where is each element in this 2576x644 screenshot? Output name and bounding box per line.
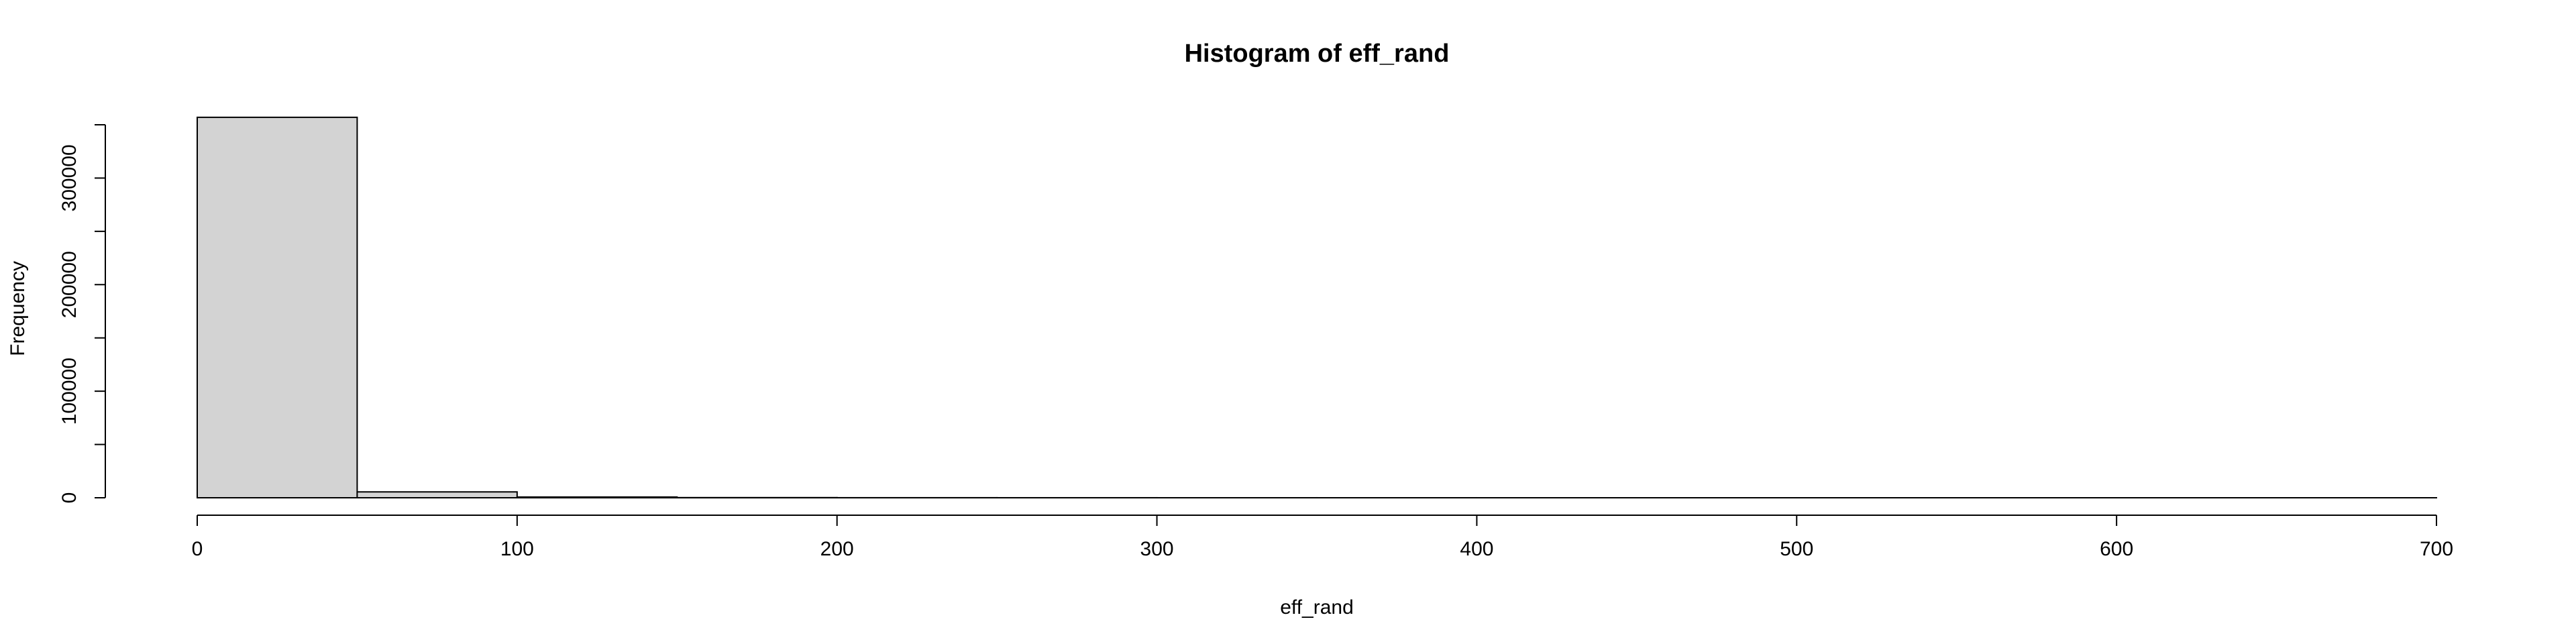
y-axis-label: Frequency — [7, 261, 29, 356]
histogram-bar — [516, 496, 678, 499]
histogram-bars — [197, 116, 2438, 499]
y-tick-label: 300000 — [58, 144, 80, 211]
x-tick-label: 700 — [2420, 538, 2453, 560]
x-tick-label: 400 — [1460, 538, 1493, 560]
x-axis: 0 100 200 300 400 500 600 700 — [192, 515, 2453, 560]
y-tick-label: 200000 — [58, 251, 80, 318]
x-tick-label: 100 — [500, 538, 534, 560]
x-axis-label: eff_rand — [1280, 596, 1354, 619]
x-tick-label: 200 — [820, 538, 854, 560]
y-tick-label: 0 — [58, 492, 80, 504]
y-tick-label: 100000 — [58, 358, 80, 425]
x-tick-label: 500 — [1780, 538, 1813, 560]
y-axis: 0 100000 200000 300000 — [58, 124, 106, 504]
x-tick-label: 0 — [192, 538, 203, 560]
x-tick-label: 600 — [2100, 538, 2133, 560]
histogram-bar — [197, 116, 358, 498]
chart-title: Histogram of eff_rand — [1185, 40, 1450, 68]
histogram-bar — [356, 491, 518, 499]
x-tick-label: 300 — [1140, 538, 1174, 560]
